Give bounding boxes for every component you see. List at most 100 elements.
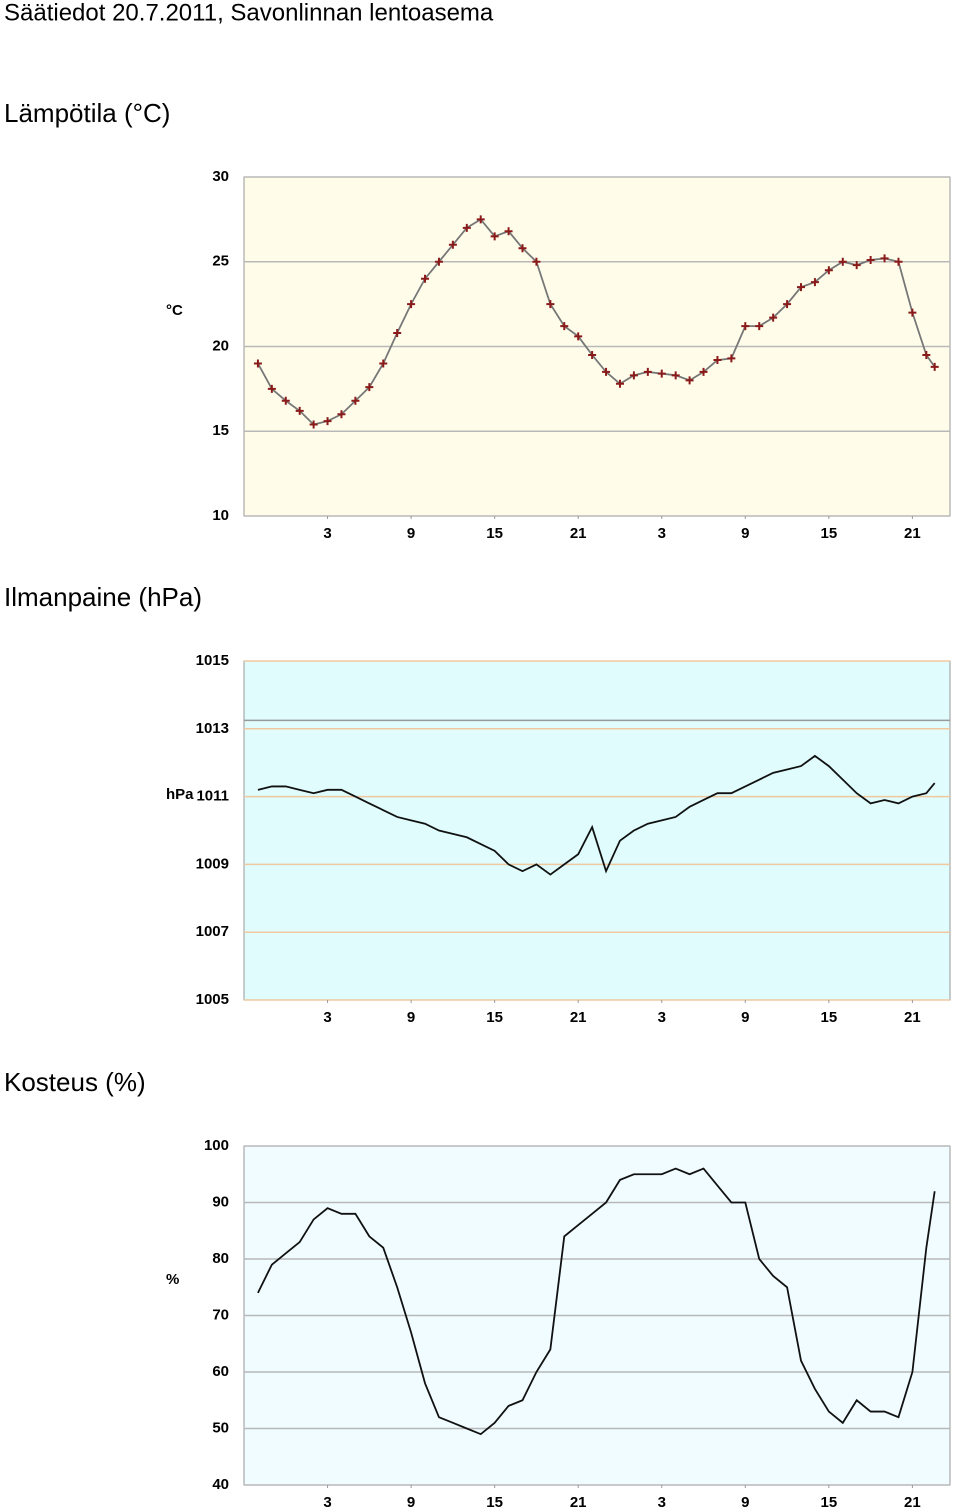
y-tick-label: 1015 xyxy=(196,652,229,669)
data-marker xyxy=(908,308,917,317)
data-marker xyxy=(741,322,750,331)
x-tick-label: 9 xyxy=(407,1494,415,1511)
data-marker xyxy=(504,227,513,236)
data-marker xyxy=(852,261,861,270)
data-marker xyxy=(922,350,931,359)
y-tick-label: 1009 xyxy=(196,855,229,872)
x-tick-label: 21 xyxy=(904,525,921,542)
data-marker xyxy=(727,354,736,363)
plot-area xyxy=(243,660,951,1001)
data-marker xyxy=(685,376,694,385)
x-tick-label: 21 xyxy=(570,1009,587,1026)
x-tick-label: 15 xyxy=(486,1009,503,1026)
x-tick-label: 9 xyxy=(741,1494,749,1511)
data-marker xyxy=(351,396,360,405)
data-marker xyxy=(838,257,847,266)
data-marker xyxy=(629,371,638,380)
x-tick-label: 3 xyxy=(658,1009,666,1026)
x-tick-label: 3 xyxy=(323,1009,331,1026)
y-tick-label: 25 xyxy=(212,253,229,270)
x-tick-label: 21 xyxy=(570,525,587,542)
data-marker xyxy=(407,300,416,309)
chart-title: Kosteus (%) xyxy=(4,1067,146,1097)
data-marker xyxy=(365,383,374,392)
data-marker xyxy=(574,332,583,341)
y-tick-label: 1013 xyxy=(196,720,229,737)
data-marker xyxy=(797,283,806,292)
data-marker xyxy=(810,278,819,287)
data-marker xyxy=(434,257,443,266)
data-marker xyxy=(560,322,569,331)
y-tick-label: 80 xyxy=(212,1250,229,1267)
data-marker xyxy=(615,379,624,388)
x-tick-label: 21 xyxy=(570,1494,587,1511)
data-marker xyxy=(699,367,708,376)
data-marker xyxy=(769,313,778,322)
y-tick-label: 90 xyxy=(212,1193,229,1210)
data-marker xyxy=(755,322,764,331)
y-tick-label: 1007 xyxy=(196,923,229,940)
y-tick-label: 40 xyxy=(212,1476,229,1493)
data-marker xyxy=(490,232,499,241)
data-marker xyxy=(643,367,652,376)
x-tick-label: 3 xyxy=(323,1494,331,1511)
x-tick-label: 15 xyxy=(486,1494,503,1511)
x-tick-label: 3 xyxy=(658,1494,666,1511)
data-marker xyxy=(281,396,290,405)
y-tick-label: 30 xyxy=(212,168,229,185)
y-axis-label: hPa xyxy=(166,786,194,803)
data-marker xyxy=(379,359,388,368)
data-marker xyxy=(880,254,889,263)
data-marker xyxy=(588,350,597,359)
data-marker xyxy=(323,417,332,426)
data-marker xyxy=(602,367,611,376)
x-tick-label: 9 xyxy=(407,1009,415,1026)
y-tick-label: 100 xyxy=(204,1137,229,1154)
data-line xyxy=(257,1167,936,1436)
data-marker xyxy=(295,406,304,415)
chart-title: Ilmanpaine (hPa) xyxy=(4,582,202,612)
x-tick-label: 9 xyxy=(741,1009,749,1026)
data-line xyxy=(257,218,936,426)
page-title: Säätiedot 20.7.2011, Savonlinnan lentoas… xyxy=(4,0,494,26)
x-tick-label: 15 xyxy=(821,1494,838,1511)
y-tick-label: 50 xyxy=(212,1419,229,1436)
data-marker xyxy=(337,410,346,419)
x-tick-label: 21 xyxy=(904,1009,921,1026)
data-marker xyxy=(657,369,666,378)
y-tick-label: 1005 xyxy=(196,991,229,1008)
x-tick-label: 15 xyxy=(821,525,838,542)
data-marker xyxy=(930,362,939,371)
data-marker xyxy=(546,300,555,309)
x-tick-label: 9 xyxy=(741,525,749,542)
data-marker xyxy=(393,328,402,337)
x-tick-label: 21 xyxy=(904,1494,921,1511)
data-marker xyxy=(824,266,833,275)
data-marker xyxy=(713,356,722,365)
data-marker xyxy=(532,257,541,266)
x-tick-label: 3 xyxy=(323,525,331,542)
y-axis-label: % xyxy=(166,1271,179,1288)
data-marker xyxy=(866,256,875,265)
x-tick-label: 15 xyxy=(821,1009,838,1026)
data-marker xyxy=(267,384,276,393)
data-marker xyxy=(894,257,903,266)
data-marker xyxy=(462,223,471,232)
y-tick-label: 10 xyxy=(212,507,229,524)
data-line xyxy=(257,754,936,876)
y-tick-label: 70 xyxy=(212,1306,229,1323)
y-tick-label: 1011 xyxy=(196,788,229,805)
y-tick-label: 20 xyxy=(212,337,229,354)
x-tick-label: 3 xyxy=(658,525,666,542)
data-marker xyxy=(783,300,792,309)
data-marker xyxy=(476,215,485,224)
data-marker xyxy=(421,274,430,283)
x-tick-label: 15 xyxy=(486,525,503,542)
data-marker xyxy=(253,359,262,368)
chart-title: Lämpötila (°C) xyxy=(4,98,170,128)
data-marker xyxy=(448,240,457,249)
y-tick-label: 15 xyxy=(212,422,229,439)
data-marker xyxy=(518,244,527,253)
